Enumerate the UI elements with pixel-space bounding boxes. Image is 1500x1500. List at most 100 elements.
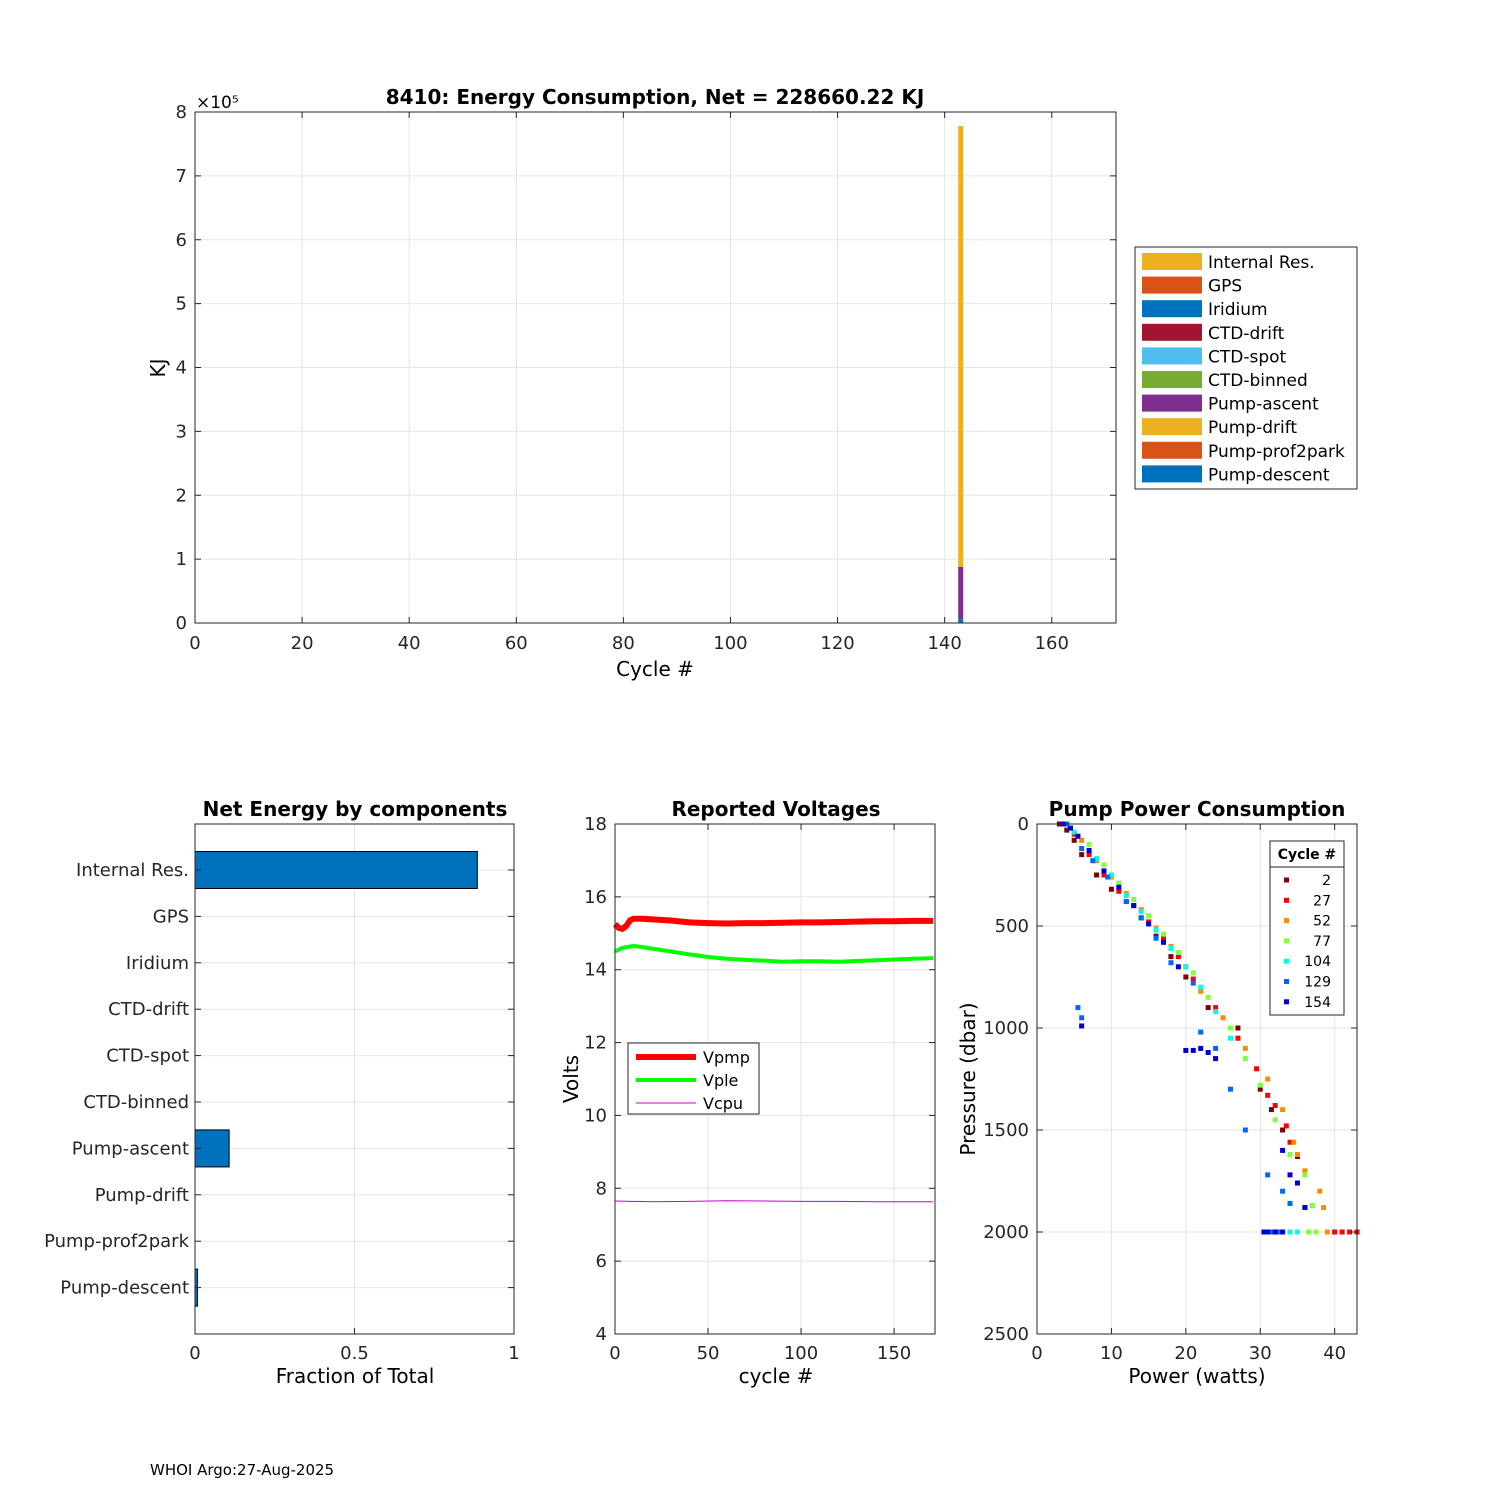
- pump-point: [1287, 1229, 1293, 1235]
- pump-xtick-label: 20: [1174, 1343, 1197, 1364]
- components-xlabel: Fraction of Total: [276, 1364, 435, 1388]
- pump-point: [1153, 935, 1159, 941]
- pump-point: [1161, 939, 1167, 945]
- energy-legend-swatch: [1142, 371, 1202, 388]
- pump-point: [1287, 1172, 1293, 1178]
- pump-point: [1198, 1029, 1204, 1035]
- energy-legend-swatch: [1142, 276, 1202, 294]
- pump-xtick-label: 0: [1031, 1343, 1042, 1364]
- energy-ytick-label: 4: [176, 358, 187, 379]
- pump-point: [1242, 1045, 1248, 1051]
- energy-legend-label: GPS: [1208, 277, 1242, 297]
- pump-point: [1306, 1229, 1312, 1235]
- pump-legend-marker: [1284, 958, 1289, 964]
- pump-point: [1272, 1229, 1278, 1235]
- voltages-ytick-label: 18: [584, 814, 607, 835]
- energy-ytick-label: 3: [176, 421, 187, 442]
- energy-legend-label: Pump-ascent: [1208, 395, 1319, 415]
- pump-point: [1146, 921, 1152, 927]
- pump-point: [1280, 1229, 1286, 1235]
- pump-point: [1332, 1229, 1338, 1235]
- pump-point: [1272, 1117, 1278, 1123]
- pump-point: [1198, 1045, 1204, 1051]
- pump-point: [1175, 964, 1181, 970]
- pump-point: [1309, 1202, 1315, 1208]
- pump-point: [1105, 874, 1111, 880]
- pump-point: [1302, 1205, 1308, 1211]
- pump-point: [1138, 915, 1144, 921]
- energy-ytick-label: 0: [176, 613, 187, 634]
- components-category-label: Pump-prof2park: [44, 1231, 189, 1252]
- pump-point: [1324, 1229, 1330, 1235]
- voltages-ytick-label: 14: [584, 960, 607, 981]
- pump-point: [1227, 1025, 1233, 1031]
- energy-legend-label: Pump-descent: [1208, 465, 1330, 485]
- voltages-ytick-label: 4: [596, 1324, 607, 1345]
- voltages-ytick-label: 16: [584, 887, 607, 908]
- energy-xtick-label: 100: [713, 633, 747, 654]
- pump-point: [1265, 1076, 1271, 1082]
- components-bars: [194, 851, 478, 1307]
- energy-legend-swatch: [1142, 394, 1202, 412]
- voltages-chart: 0 50 100 150 4 6 8 10 12 14 16 18 Reported Voltages…: [559, 797, 936, 1388]
- energy-legend-swatch: [1142, 253, 1202, 270]
- pump-point: [1283, 1123, 1289, 1129]
- pump-legend: Cycle # 2 27 52 77 104 129 154: [1269, 840, 1345, 1016]
- energy-y-exponent: ×10⁵: [196, 93, 239, 113]
- pump-point: [1175, 950, 1181, 956]
- pump-point: [1153, 927, 1159, 933]
- energy-xtick-label: 120: [820, 633, 854, 654]
- energy-legend-swatch: [1142, 465, 1202, 483]
- pump-point: [1079, 1023, 1085, 1029]
- pump-point: [1280, 1188, 1286, 1194]
- voltages-xtick-label: 0: [609, 1343, 620, 1364]
- energy-legend: Internal Res. GPS Iridium CTD-drift CTD-spot…: [1134, 246, 1358, 490]
- components-chart: 0 0.5 1 Internal Res. GPS Iridium CTD-drift CTD…: [44, 797, 520, 1388]
- energy-xtick-label: 40: [398, 633, 421, 654]
- pump-legend-marker: [1284, 877, 1289, 883]
- energy-xtick-label: 80: [612, 633, 635, 654]
- pump-point: [1064, 827, 1070, 833]
- voltages-line-vple: [614, 944, 934, 964]
- voltages-xtick-label: 150: [877, 1343, 911, 1364]
- energy-legend-label: Iridium: [1208, 300, 1268, 320]
- voltages-legend-label: Vcpu: [703, 1094, 743, 1113]
- components-category-label: CTD-drift: [108, 999, 189, 1020]
- pump-point: [1287, 1200, 1293, 1206]
- energy-xtick-label: 140: [927, 633, 961, 654]
- pump-point: [1235, 1035, 1241, 1041]
- energy-ylabel: KJ: [146, 358, 170, 377]
- voltages-xtick-label: 50: [697, 1343, 720, 1364]
- pump-point: [1205, 1005, 1211, 1011]
- components-xtick-label: 1: [508, 1343, 519, 1364]
- pump-point: [1213, 1045, 1219, 1051]
- pump-ytick-label: 1500: [983, 1120, 1029, 1141]
- components-xtick-label: 0.5: [340, 1343, 369, 1364]
- voltages-ylabel: Volts: [559, 1055, 583, 1103]
- pump-point: [1108, 872, 1114, 878]
- pump-point: [1294, 1229, 1300, 1235]
- energy-legend-label: Pump-drift: [1208, 418, 1297, 438]
- components-category-label: GPS: [153, 906, 189, 927]
- pump-point: [1146, 913, 1152, 919]
- energy-xtick-label: 60: [505, 633, 528, 654]
- pump-point: [1079, 852, 1085, 858]
- pump-point: [1198, 984, 1204, 990]
- pump-point: [1347, 1229, 1353, 1235]
- components-category-label: Iridium: [126, 953, 189, 974]
- pump-legend-label: 52: [1313, 914, 1331, 930]
- pump-legend-marker: [1284, 999, 1289, 1005]
- pump-point: [1205, 994, 1211, 1000]
- components-category-label: Pump-descent: [60, 1278, 189, 1299]
- pump-legend-label: 2: [1322, 873, 1331, 889]
- energy-legend-swatch: [1142, 300, 1202, 318]
- pump-point: [1131, 896, 1137, 902]
- energy-bars: [958, 126, 964, 623]
- components-category-label: Pump-ascent: [72, 1138, 189, 1159]
- pump-point: [1094, 856, 1100, 862]
- energy-xtick-label: 160: [1035, 633, 1069, 654]
- pump-legend-marker: [1284, 979, 1289, 984]
- pump-point: [1161, 931, 1167, 937]
- pump-legend-label: 104: [1304, 954, 1331, 970]
- energy-ytick-label: 2: [176, 485, 187, 506]
